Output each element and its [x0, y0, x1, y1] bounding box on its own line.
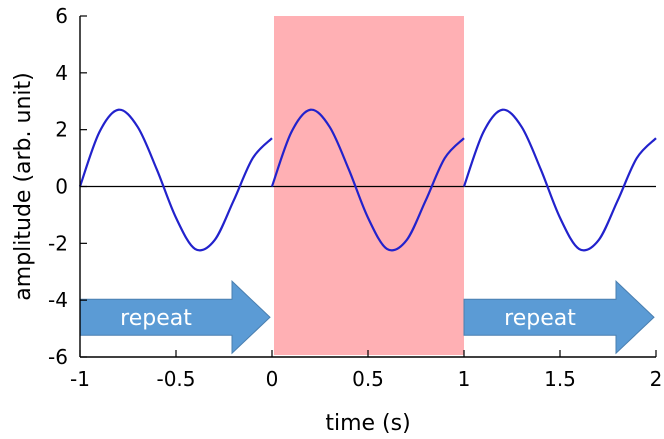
x-tick-label: -0.5 [156, 367, 195, 391]
y-tick-label: 2 [55, 118, 68, 142]
x-tick-label: -1 [70, 367, 90, 391]
arrow-layer: repeat repeat [79, 280, 655, 355]
repeat-arrow-label-1: repeat [120, 306, 192, 331]
y-tick-label: -6 [48, 345, 68, 369]
x-tick-label: 0 [266, 367, 279, 391]
series-line-segment-1 [78, 108, 273, 252]
series-line-segment-3 [462, 108, 657, 252]
y-tick-label: -2 [48, 231, 68, 255]
series-layer [78, 108, 657, 252]
y-axis-label: amplitude (arb. unit) [11, 72, 36, 300]
y-tick-label: 6 [55, 4, 68, 28]
x-tick-label: 1 [458, 367, 471, 391]
x-tick-label: 2 [650, 367, 663, 391]
repeat-arrow-2 [463, 280, 655, 355]
highlight-region [274, 16, 464, 355]
series-line-segment-2 [270, 108, 465, 252]
highlight-layer [274, 16, 464, 355]
y-tick-label: 4 [55, 61, 68, 85]
repeat-arrow-1 [79, 280, 271, 355]
y-tick-label: 0 [55, 175, 68, 199]
y-tick-label: -4 [48, 288, 68, 312]
x-axis-label: time (s) [325, 411, 410, 436]
x-tick-label: 0.5 [352, 367, 384, 391]
x-tick-label: 1.5 [544, 367, 576, 391]
tick-layer: -1 -0.5 0 0.5 1 1.5 2 6 4 2 0 -2 -4 -6 [48, 4, 662, 391]
repeat-arrow-label-2: repeat [504, 306, 576, 331]
